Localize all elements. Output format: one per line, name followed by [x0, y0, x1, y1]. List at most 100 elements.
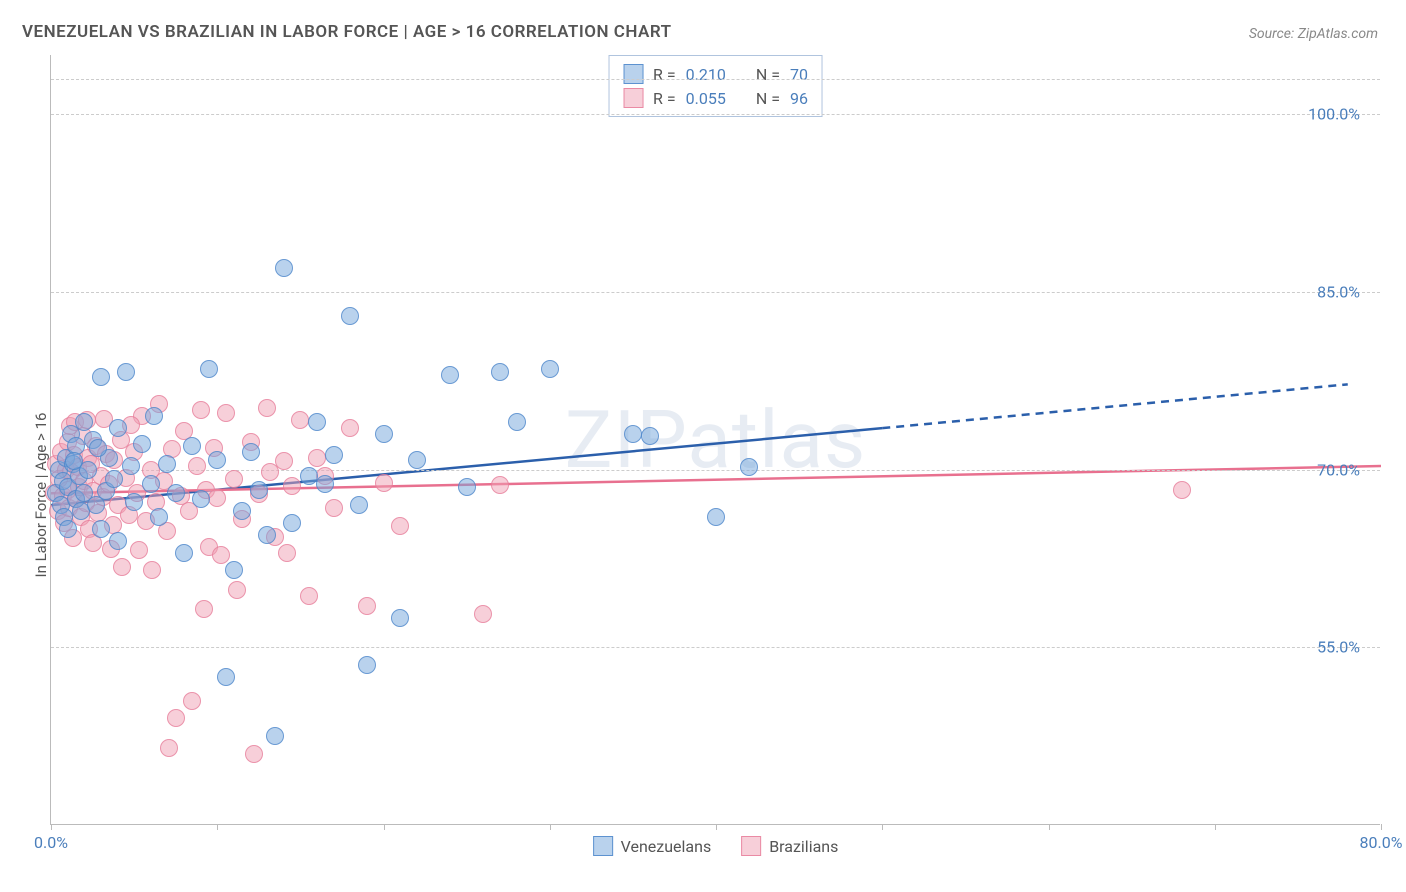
scatter-point: [408, 451, 426, 469]
scatter-point: [341, 307, 359, 325]
scatter-point: [300, 467, 318, 485]
scatter-point: [258, 526, 276, 544]
legend-label: Venezuelans: [621, 837, 712, 856]
scatter-point: [391, 517, 409, 535]
scatter-point: [375, 425, 393, 443]
scatter-point: [740, 458, 758, 476]
scatter-point: [59, 520, 77, 538]
chart-title: VENEZUELAN VS BRAZILIAN IN LABOR FORCE |…: [22, 22, 672, 42]
scatter-point: [192, 401, 210, 419]
scatter-point: [175, 544, 193, 562]
legend-r-label: R =: [653, 89, 676, 108]
scatter-point: [183, 437, 201, 455]
x-tick-label: 80.0%: [1360, 833, 1403, 852]
x-tick: [882, 824, 883, 830]
legend-n-label: N =: [756, 89, 780, 108]
scatter-point: [275, 259, 293, 277]
scatter-point: [458, 478, 476, 496]
scatter-point: [707, 508, 725, 526]
x-tick: [1381, 824, 1382, 830]
scatter-point: [105, 470, 123, 488]
scatter-point: [341, 419, 359, 437]
scatter-point: [316, 475, 334, 493]
scatter-point: [350, 496, 368, 514]
scatter-point: [300, 587, 318, 605]
legend-swatch: [623, 88, 643, 108]
legend-row: R = 0.055 N = 96: [623, 86, 808, 110]
scatter-point: [113, 558, 131, 576]
x-tick: [716, 824, 717, 830]
scatter-point: [133, 435, 151, 453]
x-tick: [217, 824, 218, 830]
scatter-point: [261, 463, 279, 481]
gridline: [51, 647, 1380, 648]
scatter-point: [641, 427, 659, 445]
scatter-point: [225, 561, 243, 579]
scatter-point: [188, 457, 206, 475]
scatter-point: [283, 477, 301, 495]
scatter-point: [308, 413, 326, 431]
x-tick-label: 0.0%: [34, 833, 68, 852]
scatter-point: [491, 363, 509, 381]
scatter-point: [250, 481, 268, 499]
legend-swatch: [593, 836, 613, 856]
scatter-point: [143, 561, 161, 579]
source-label: Source: ZipAtlas.com: [1249, 26, 1378, 42]
scatter-point: [167, 709, 185, 727]
scatter-point: [92, 368, 110, 386]
scatter-point: [266, 727, 284, 745]
legend-item: Brazilians: [741, 836, 838, 856]
scatter-point: [441, 366, 459, 384]
legend-swatch: [741, 836, 761, 856]
y-tick-label: 55.0%: [1317, 638, 1360, 657]
scatter-point: [283, 514, 301, 532]
scatter-point: [225, 470, 243, 488]
scatter-point: [192, 490, 210, 508]
watermark: ZIPatlas: [565, 393, 867, 487]
gridline: [51, 470, 1380, 471]
legend-r-value: 0.210: [686, 65, 726, 84]
scatter-point: [217, 668, 235, 686]
scatter-point: [109, 419, 127, 437]
scatter-point: [258, 399, 276, 417]
scatter-point: [217, 404, 235, 422]
scatter-point: [145, 407, 163, 425]
scatter-point: [228, 581, 246, 599]
legend-label: Brazilians: [769, 837, 838, 856]
x-tick: [1215, 824, 1216, 830]
scatter-point: [109, 532, 127, 550]
scatter-point: [624, 425, 642, 443]
legend-swatch: [623, 64, 643, 84]
scatter-point: [75, 413, 93, 431]
legend-n-label: N =: [756, 65, 780, 84]
scatter-point: [391, 609, 409, 627]
scatter-point: [183, 692, 201, 710]
legend-item: Venezuelans: [593, 836, 712, 856]
plot-area: In Labor Force | Age > 16 ZIPatlas R = 0…: [50, 55, 1380, 825]
chart-container: VENEZUELAN VS BRAZILIAN IN LABOR FORCE |…: [0, 0, 1406, 892]
y-tick-label: 70.0%: [1317, 460, 1360, 479]
scatter-point: [117, 363, 135, 381]
scatter-point: [125, 493, 143, 511]
scatter-point: [491, 476, 509, 494]
x-tick: [550, 824, 551, 830]
scatter-point: [308, 449, 326, 467]
scatter-point: [200, 360, 218, 378]
scatter-point: [278, 544, 296, 562]
scatter-point: [142, 475, 160, 493]
scatter-point: [291, 411, 309, 429]
scatter-point: [358, 656, 376, 674]
scatter-point: [325, 446, 343, 464]
scatter-point: [212, 546, 230, 564]
scatter-point: [158, 455, 176, 473]
legend-n-value: 96: [790, 89, 808, 108]
scatter-point: [541, 360, 559, 378]
x-tick: [384, 824, 385, 830]
scatter-point: [89, 439, 107, 457]
scatter-point: [325, 499, 343, 517]
scatter-point: [130, 541, 148, 559]
y-tick-label: 85.0%: [1317, 282, 1360, 301]
legend-series: Venezuelans Brazilians: [593, 836, 839, 856]
scatter-point: [208, 451, 226, 469]
gridline: [51, 114, 1380, 115]
